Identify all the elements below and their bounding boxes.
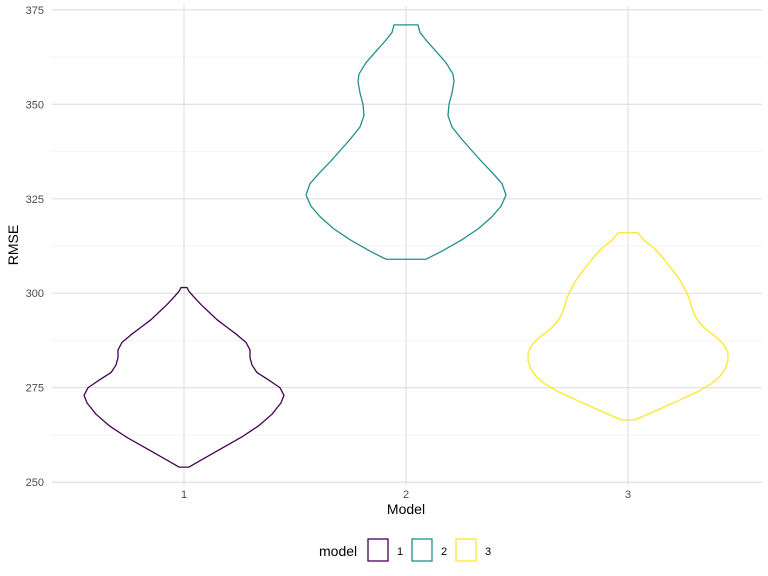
minor-gridlines xyxy=(52,56,762,436)
legend-label-3: 3 xyxy=(485,546,491,558)
x-tick-label: 2 xyxy=(403,489,409,501)
violin-model-1 xyxy=(83,286,285,468)
x-tick-label: 3 xyxy=(625,489,631,501)
violin-model-3 xyxy=(527,232,729,421)
x-tick-label: 1 xyxy=(181,489,187,501)
legend-key-3 xyxy=(455,538,477,562)
legend: model 1 2 3 xyxy=(319,538,491,562)
y-axis-tick-labels: 250 275 300 325 350 375 xyxy=(26,5,44,489)
legend-key-1 xyxy=(367,538,389,562)
legend-label-1: 1 xyxy=(397,546,403,558)
y-tick-label: 325 xyxy=(26,194,44,206)
y-tick-label: 275 xyxy=(26,383,44,395)
y-tick-label: 300 xyxy=(26,288,44,300)
major-gridlines xyxy=(52,6,762,486)
violin-series xyxy=(83,24,729,468)
legend-entries: 1 2 3 xyxy=(367,538,491,562)
y-axis-title: RMSE xyxy=(5,225,21,265)
violin-model-2 xyxy=(305,24,507,260)
y-tick-label: 375 xyxy=(26,5,44,17)
y-tick-label: 250 xyxy=(26,477,44,489)
legend-key-2 xyxy=(411,538,433,562)
y-tick-label: 350 xyxy=(26,99,44,111)
x-axis-title: Model xyxy=(387,501,425,517)
legend-label-2: 2 xyxy=(441,546,447,558)
x-axis-tick-labels: 1 2 3 xyxy=(181,489,631,501)
legend-title: model xyxy=(319,543,357,559)
